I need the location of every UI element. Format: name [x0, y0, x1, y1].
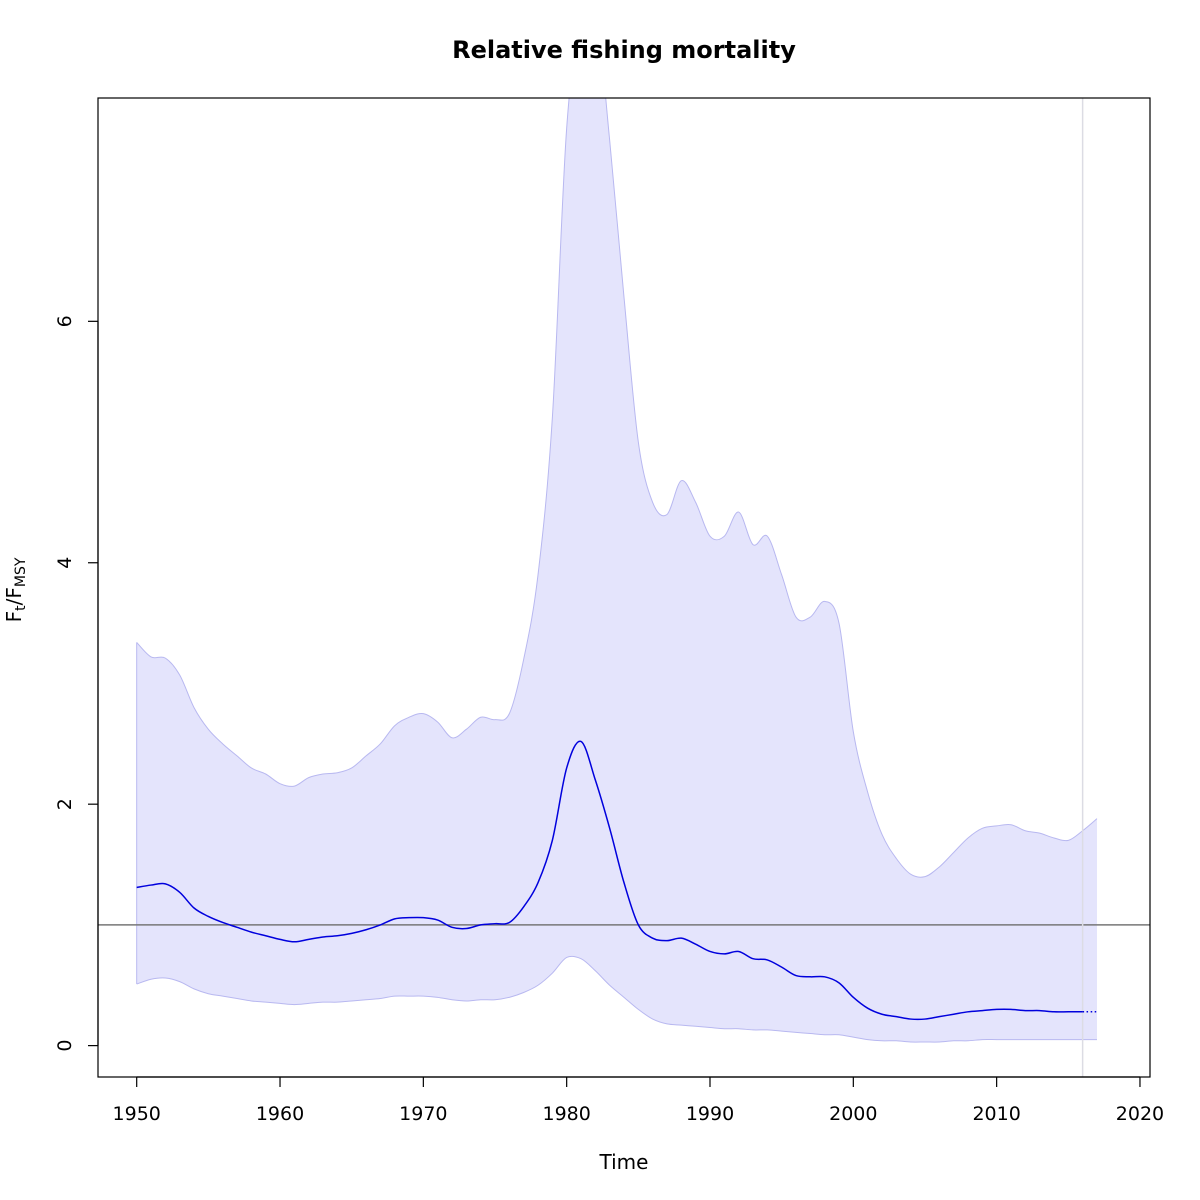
chart-title: Relative fishing mortality [452, 36, 796, 64]
x-tick-label-1970: 1970 [399, 1103, 447, 1125]
y-axis-title: Ft/FMSY [2, 557, 29, 622]
x-tick-label-2020: 2020 [1116, 1103, 1164, 1125]
confidence-band-upper [136, 98, 1098, 878]
plot-area [98, 98, 1150, 1077]
confidence-band-lower [136, 955, 1097, 1043]
x-tick-label-1990: 1990 [686, 1103, 734, 1125]
confidence-band [136, 98, 1097, 1043]
axes: 1950 1960 1970 1980 1990 2000 2010 2020 0 2 4 6 [54, 315, 1164, 1125]
x-tick-label-1960: 1960 [256, 1103, 304, 1125]
series-line-estimate [136, 740, 1083, 1021]
x-axis-title: Time [599, 1150, 649, 1174]
x-tick-label-1980: 1980 [542, 1103, 590, 1125]
x-tick-label-2000: 2000 [829, 1103, 877, 1125]
y-axis-title-sub-msy: MSY [13, 557, 29, 587]
y-tick-label-4: 4 [54, 557, 76, 569]
y-tick-label-2: 2 [54, 798, 76, 810]
x-tick-label-1950: 1950 [113, 1103, 161, 1125]
y-axis-title-sep: /F [2, 587, 26, 605]
y-axis-title-main: F [2, 611, 26, 623]
y-tick-label-0: 0 [54, 1040, 76, 1052]
y-tick-label-6: 6 [54, 315, 76, 327]
y-axis-title-sub-t: t [13, 605, 29, 611]
x-tick-label-2010: 2010 [972, 1103, 1020, 1125]
